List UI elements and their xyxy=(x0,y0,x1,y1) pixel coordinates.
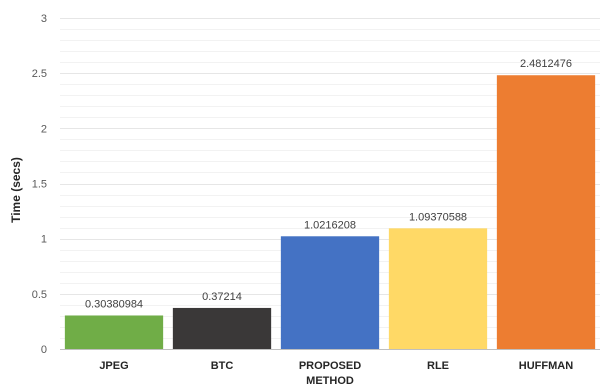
x-axis-categories: JPEG BTC PROPOSED METHOD RLE HUFFMAN xyxy=(99,360,573,387)
y-tick-label: 0 xyxy=(41,344,47,356)
category-label: RLE xyxy=(427,360,449,372)
category-label: JPEG xyxy=(99,360,128,372)
bar xyxy=(280,236,380,349)
y-tick-label: 0.5 xyxy=(32,289,47,301)
data-label: 0.30380984 xyxy=(85,298,143,310)
data-label: 1.0216208 xyxy=(304,219,356,231)
data-label: 0.37214 xyxy=(202,291,242,303)
bar xyxy=(64,315,164,349)
data-labels: 0.30380984 0.37214 1.0216208 1.09370588 2.48… xyxy=(85,58,572,310)
data-label: 2.4812476 xyxy=(520,58,572,70)
y-tick-label: 1.5 xyxy=(32,179,47,191)
y-axis-label: Time (secs) xyxy=(9,157,23,223)
y-axis-ticks: 0 0.5 1 1.5 2 2.5 3 xyxy=(32,13,47,356)
category-label: HUFFMAN xyxy=(519,360,573,372)
data-label: 1.09370588 xyxy=(409,211,467,223)
y-tick-label: 2.5 xyxy=(32,68,47,80)
category-label: BTC xyxy=(211,360,234,372)
bar xyxy=(388,228,488,349)
y-tick-label: 1 xyxy=(41,234,47,246)
bars xyxy=(64,75,596,349)
y-tick-label: 3 xyxy=(41,13,47,25)
bar xyxy=(172,307,272,349)
category-label: PROPOSED METHOD xyxy=(299,360,361,387)
bar xyxy=(496,75,596,349)
y-tick-label: 2 xyxy=(41,123,47,135)
